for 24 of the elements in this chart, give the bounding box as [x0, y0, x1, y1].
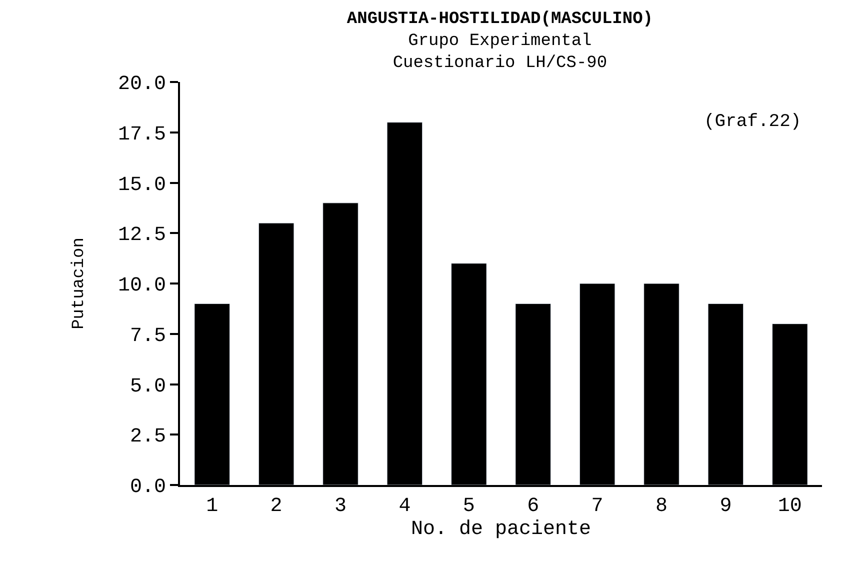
- x-tick-label: 4: [398, 495, 411, 518]
- x-tick-label: 5: [462, 495, 475, 518]
- x-tick-label: 7: [591, 495, 604, 518]
- x-tick-label: 6: [527, 495, 540, 518]
- x-tick-label: 1: [206, 495, 218, 518]
- chart-subtitle: Grupo Experimental Cuestionario LH/CS-90: [392, 32, 608, 73]
- y-axis-title: Putuacion: [70, 238, 90, 330]
- x-tick-label: 8: [655, 495, 668, 518]
- x-tick-label: 10: [778, 495, 802, 518]
- x-tick-label: 2: [270, 495, 282, 518]
- x-tick-label: 3: [334, 495, 347, 518]
- x-axis-title: No. de paciente: [410, 518, 592, 541]
- y-tick-label: 5.0: [130, 375, 166, 398]
- y-tick-label: 0.0: [130, 476, 166, 499]
- y-tick-label: 12.5: [118, 224, 166, 248]
- x-tick-label: 9: [720, 495, 732, 518]
- y-tick-label: 17.5: [118, 123, 166, 146]
- y-tick-label: 7.5: [130, 324, 166, 348]
- chart-title: ANGUSTIA-HOSTILIDAD(MASCULINO): [346, 10, 653, 29]
- y-tick-label: 2.5: [130, 426, 166, 449]
- y-tick-label: 20.0: [118, 73, 166, 96]
- y-tick-label: 10.0: [118, 274, 166, 298]
- y-tick-label: 15.0: [118, 174, 166, 197]
- annotation: (Graf.22): [704, 112, 802, 132]
